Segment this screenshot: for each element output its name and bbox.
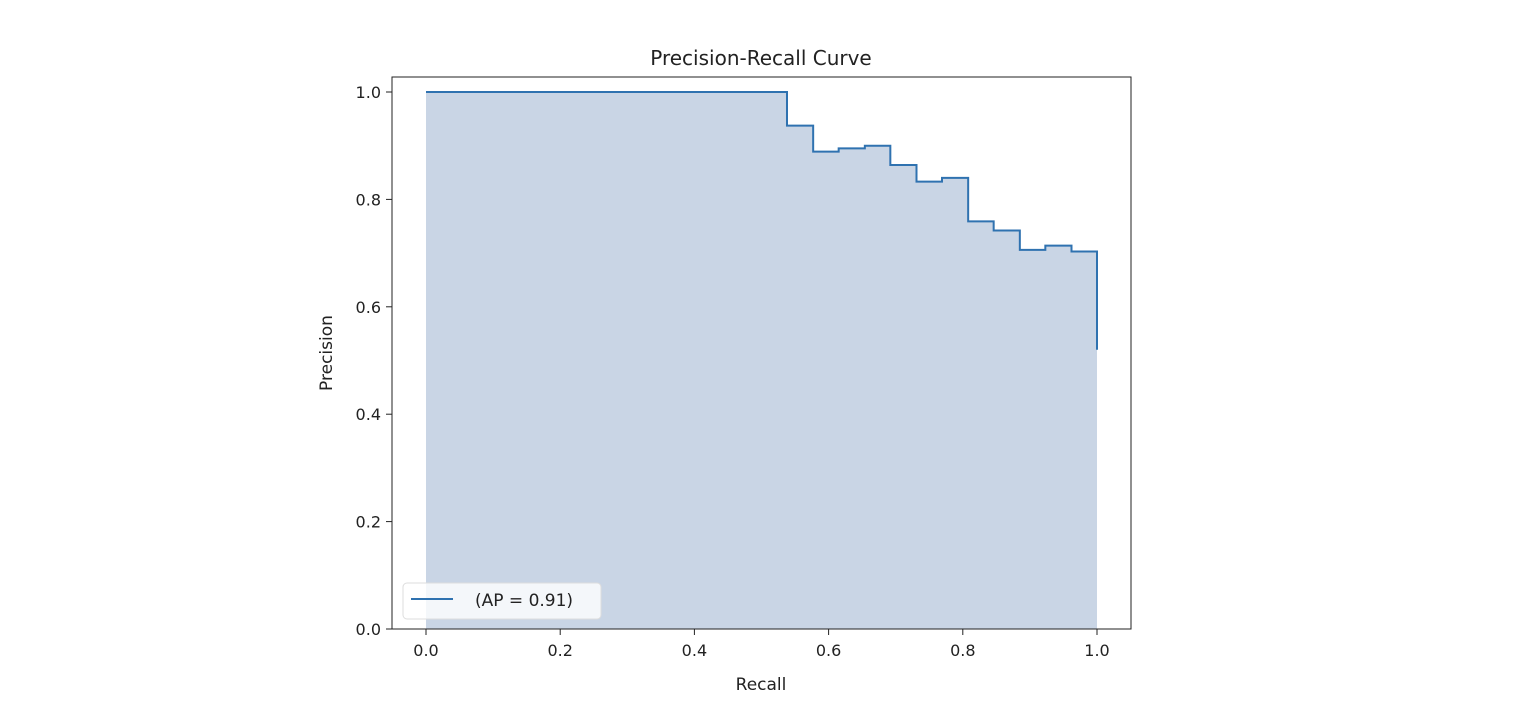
- x-tick-label: 0.4: [682, 641, 707, 660]
- legend-box: [402, 582, 602, 620]
- legend-entry-label: (AP = 0.91): [475, 591, 573, 611]
- pr-curve-line: [426, 91, 1098, 350]
- y-axis-label: Precision: [317, 315, 337, 391]
- axes-frame: [391, 76, 1132, 630]
- y-tick-label: 0.2: [356, 513, 381, 532]
- y-tick-label: 0.8: [356, 190, 381, 209]
- legend: (AP = 0.91): [402, 582, 602, 620]
- area-fill-layer: [426, 92, 1097, 629]
- y-axis-ticks: 0.0 0.2 0.4 0.6 0.8 1.0: [356, 83, 392, 639]
- x-axis-label: Recall: [736, 675, 787, 695]
- y-tick-label: 0.4: [356, 405, 381, 424]
- x-tick-label: 0.2: [547, 641, 572, 660]
- y-tick-label: 0.6: [356, 298, 381, 317]
- y-tick-label: 0.0: [356, 620, 381, 639]
- area-under-curve: [426, 92, 1097, 629]
- x-tick-label: 0.6: [816, 641, 841, 660]
- x-tick-label: 0.8: [950, 641, 975, 660]
- chart-title: Precision-Recall Curve: [650, 46, 871, 70]
- y-tick-label: 1.0: [356, 83, 381, 102]
- x-tick-label: 1.0: [1084, 641, 1109, 660]
- curve-layer: [426, 91, 1098, 350]
- x-tick-label: 0.0: [413, 641, 438, 660]
- x-axis-ticks: 0.0 0.2 0.4 0.6 0.8 1.0: [413, 629, 1110, 660]
